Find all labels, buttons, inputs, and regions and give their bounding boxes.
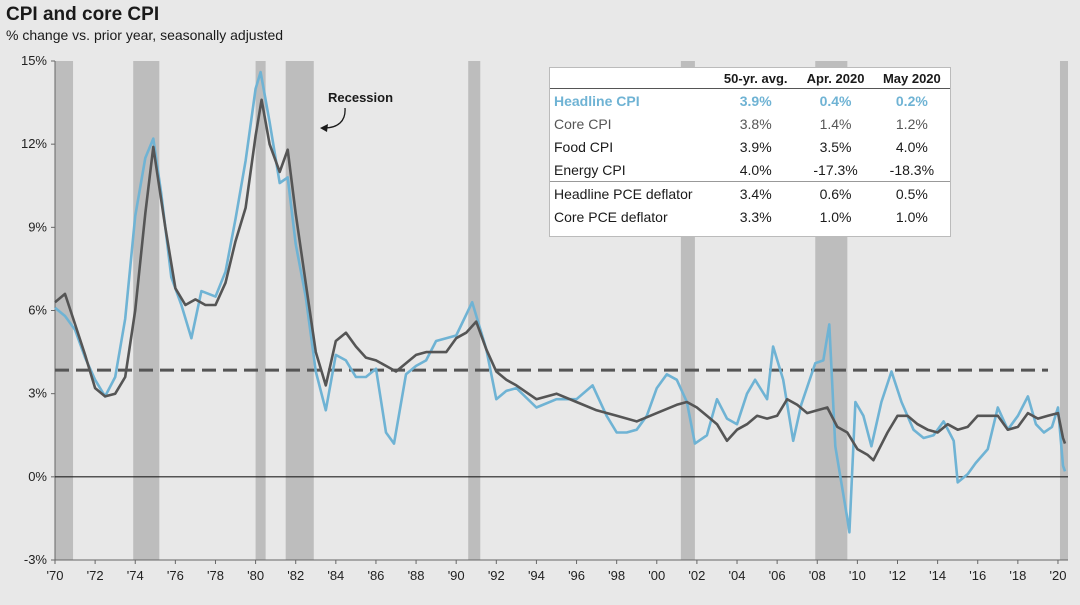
table-row: Food CPI 3.9% 3.5% 4.0% [550,135,950,158]
row-avg: 3.8% [739,115,772,132]
row-label: Headline PCE deflator [554,185,693,202]
row-apr: 3.5% [819,138,852,155]
inflation-stats-table: 50-yr. avg. Apr. 2020 May 2020 Headline … [549,67,951,237]
x-tick-label: '84 [327,568,344,583]
row-label: Energy CPI [550,158,714,182]
row-avg: 4.0% [714,158,798,182]
x-tick-label: '88 [408,568,425,583]
table-header-blank [550,68,714,89]
row-apr: 0.6% [819,185,852,202]
x-tick-label: '70 [47,568,64,583]
x-tick-label: '82 [287,568,304,583]
x-tick-label: '14 [929,568,946,583]
x-tick-label: '94 [528,568,545,583]
row-may: 4.0% [895,138,928,155]
x-tick-label: '20 [1049,568,1066,583]
y-tick-label: 15% [21,53,47,68]
x-tick-label: '12 [889,568,906,583]
row-label: Core PCE deflator [554,208,668,225]
x-tick-label: '92 [488,568,505,583]
x-tick-label: '02 [688,568,705,583]
x-tick-label: '18 [1009,568,1026,583]
y-tick-label: -3% [24,552,48,567]
row-avg: 3.3% [739,208,772,225]
row-apr: -17.3% [797,158,874,182]
headline-cpi-line [54,70,1067,534]
core-cpi-line [54,98,1067,462]
table-header-may: May 2020 [873,68,950,89]
row-label: Headline CPI [554,92,640,109]
table-row: Headline PCE deflator 3.4% 0.6% 0.5% [550,182,950,206]
recession-annotation: Recession [320,90,393,132]
table-row: Headline CPI 3.9% 0.4% 0.2% [550,89,950,113]
x-tick-label: '78 [207,568,224,583]
chart-title: CPI and core CPI [6,4,160,25]
x-tick-label: '06 [769,568,786,583]
x-tick-label: '08 [809,568,826,583]
x-tick-label: '86 [367,568,384,583]
y-tick-label: 12% [21,136,47,151]
row-label: Food CPI [554,138,614,155]
row-apr: 0.4% [819,92,852,109]
y-tick-label: 6% [28,303,47,318]
x-tick-label: '72 [87,568,104,583]
x-tick-label: '76 [167,568,184,583]
table-header-row: 50-yr. avg. Apr. 2020 May 2020 [550,68,950,89]
table-header-avg: 50-yr. avg. [714,68,798,89]
row-apr: 1.0% [819,208,852,225]
recession-band [1059,61,1068,560]
row-may: 1.0% [895,208,928,225]
x-tick-label: '90 [448,568,465,583]
x-tick-label: '10 [849,568,866,583]
x-tick-label: '16 [969,568,986,583]
x-tick-label: '04 [729,568,746,583]
recession-band [255,61,266,560]
arrow-head-icon [320,124,328,132]
row-avg: 3.9% [739,92,772,109]
y-tick-label: 9% [28,219,47,234]
recession-band [55,61,74,560]
row-may: 0.5% [895,185,928,202]
y-tick-label: 0% [28,469,47,484]
chart-series [54,70,1067,534]
row-may: 1.2% [895,115,928,132]
recession-band [133,61,160,560]
row-may: 0.2% [895,92,928,109]
chart-subtitle: % change vs. prior year, seasonally adju… [6,27,284,43]
recession-label: Recession [328,90,393,105]
row-label: Core CPI [554,115,612,132]
row-avg: 3.9% [739,138,772,155]
x-tick-label: '00 [648,568,665,583]
y-tick-label: 3% [28,386,47,401]
table-row: Core PCE deflator 3.3% 1.0% 1.0% [550,205,950,228]
table-row: Energy CPI 4.0% -17.3% -18.3% [550,158,950,182]
row-apr: 1.4% [819,115,852,132]
chart-axes: -3% 0% 3% 6% 9% 12% 15% '70 '72 '74 '76 '78 '80 '82 '8… [21,53,1068,583]
row-avg: 3.4% [739,185,772,202]
x-tick-label: '96 [568,568,585,583]
x-tick-label: '74 [127,568,144,583]
row-may: -18.3% [873,158,950,182]
x-tick-label: '80 [247,568,264,583]
x-tick-label: '98 [608,568,625,583]
table-header-apr: Apr. 2020 [797,68,874,89]
table-row: Core CPI 3.8% 1.4% 1.2% [550,112,950,135]
